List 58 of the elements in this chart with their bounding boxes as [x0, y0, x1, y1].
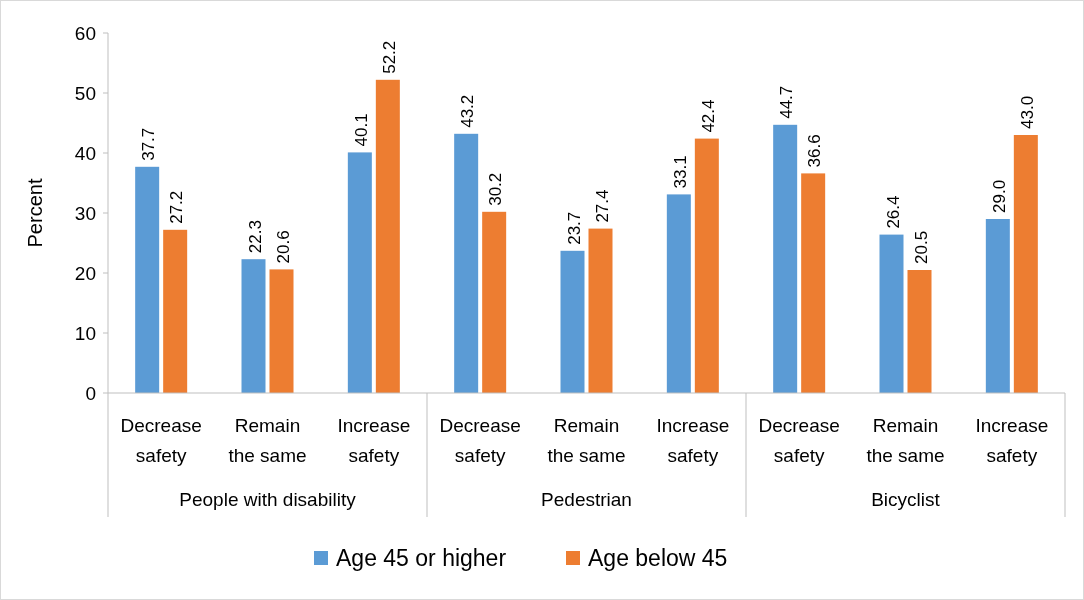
y-tick-label: 60: [74, 22, 96, 44]
data-label: 42.4: [698, 99, 718, 133]
bar: [666, 194, 691, 393]
bar: [879, 234, 904, 393]
data-label: 27.4: [592, 189, 612, 223]
bar: [694, 138, 719, 393]
legend-label: Age 45 or higher: [336, 545, 507, 572]
x-tick-label: Decrease safety: [758, 415, 840, 466]
y-axis-title: Percent: [24, 178, 46, 248]
data-label: 40.1: [351, 113, 371, 147]
bar: [560, 250, 585, 393]
bar: [269, 269, 294, 393]
data-label: 27.2: [167, 190, 187, 224]
bar: [375, 79, 400, 393]
bar: [1013, 135, 1038, 393]
x-tick-label: Increase safety: [975, 415, 1049, 466]
data-label: 43.2: [458, 94, 478, 128]
data-label: 43.0: [1017, 95, 1037, 129]
data-label: 52.2: [379, 40, 399, 74]
text: Pedestrian: [541, 489, 632, 510]
bar: [454, 133, 479, 393]
bar: [985, 219, 1010, 393]
bar: [163, 229, 188, 393]
data-label: 22.3: [245, 220, 265, 254]
x-tick-label: Remain the same: [228, 415, 307, 466]
x-tick-label: Remain the same: [547, 415, 626, 466]
text: Bicyclist: [871, 489, 941, 510]
data-label: 36.6: [805, 134, 825, 168]
bar: [907, 270, 932, 393]
x-tick-label: Increase safety: [656, 415, 730, 466]
y-tick-label: 50: [74, 82, 96, 104]
data-label: 33.1: [670, 155, 690, 189]
text: People with disability: [179, 489, 357, 510]
x-tick-label: Decrease safety: [120, 415, 202, 466]
bar: [773, 124, 798, 393]
bar: [482, 211, 507, 393]
bar: [135, 166, 160, 393]
bar: [801, 173, 826, 393]
data-label: 37.7: [139, 127, 159, 161]
data-label: 20.6: [273, 230, 293, 264]
y-tick-label: 10: [74, 322, 96, 344]
bar: [241, 259, 266, 393]
x-tick-label: Increase safety: [337, 415, 411, 466]
y-tick-label: 0: [85, 382, 96, 404]
data-label: 23.7: [564, 211, 584, 245]
y-tick-label: 30: [74, 202, 96, 224]
data-label: 20.5: [911, 230, 931, 264]
y-tick-label: 40: [74, 142, 96, 164]
bar: [588, 228, 613, 393]
data-label: 29.0: [989, 179, 1009, 213]
y-tick-label: 20: [74, 262, 96, 284]
bar: [347, 152, 372, 393]
legend-label: Age below 45: [588, 545, 728, 572]
data-label: 44.7: [777, 85, 797, 119]
data-label: 30.2: [486, 172, 506, 206]
x-tick-label: Remain the same: [866, 415, 945, 466]
x-tick-label: Decrease safety: [439, 415, 521, 466]
data-label: 26.4: [883, 195, 903, 229]
